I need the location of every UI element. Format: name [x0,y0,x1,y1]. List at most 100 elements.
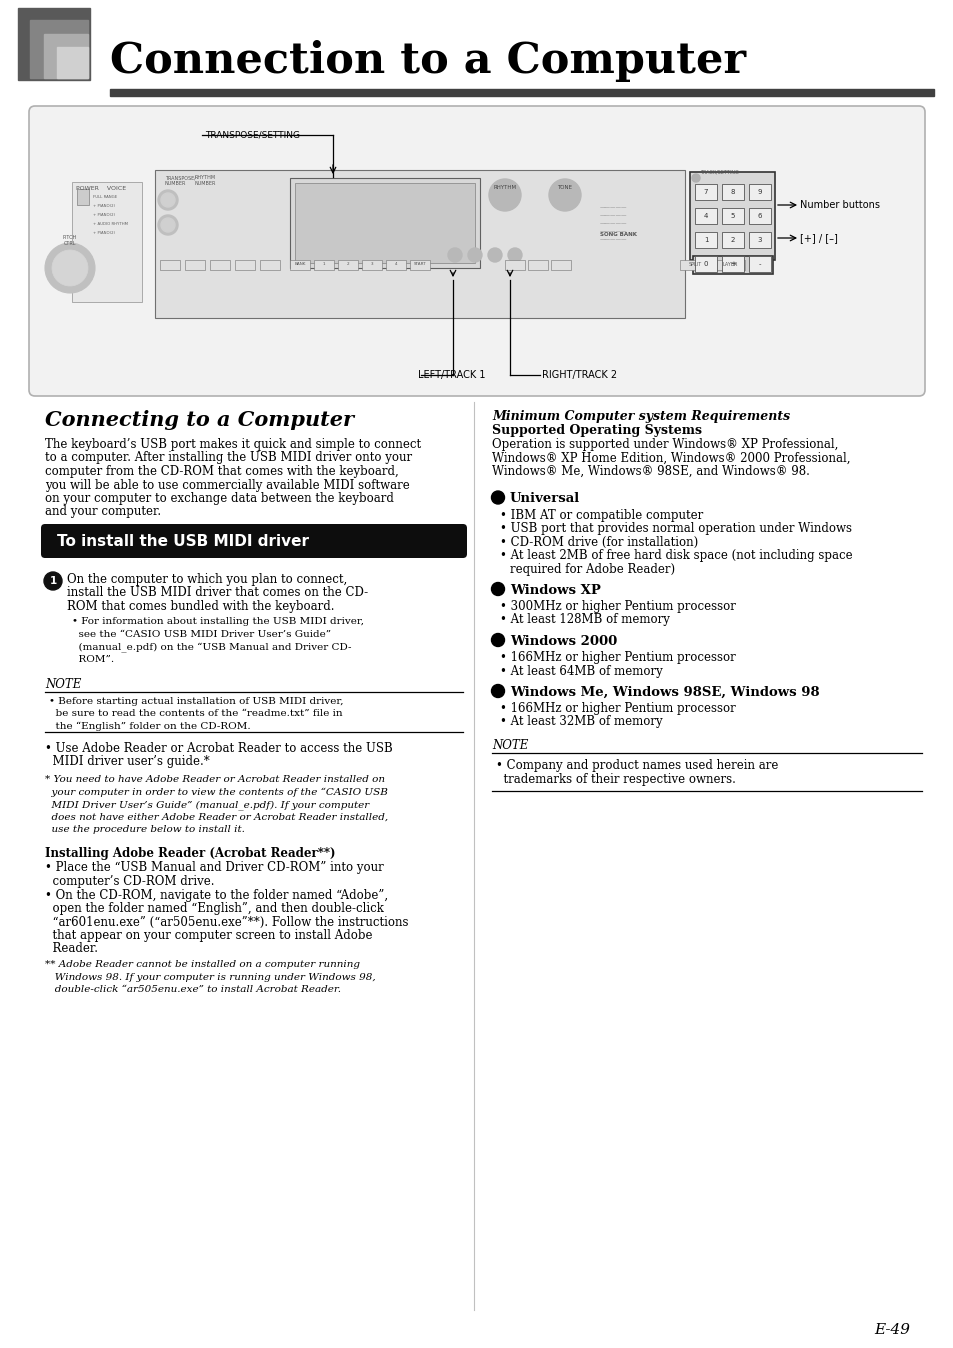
Text: that appear on your computer screen to install Adobe: that appear on your computer screen to i… [45,929,372,942]
Text: Reader.: Reader. [45,942,98,956]
Text: • Use Adobe Reader or Acrobat Reader to access the USB: • Use Adobe Reader or Acrobat Reader to … [45,741,393,755]
Text: • At least 128MB of memory: • At least 128MB of memory [499,613,669,627]
Text: [+] / [–]: [+] / [–] [800,233,837,243]
Circle shape [491,491,504,504]
Text: required for Adobe Reader): required for Adobe Reader) [510,562,675,576]
Text: • 166MHz or higher Pentium processor: • 166MHz or higher Pentium processor [499,702,735,714]
Text: The keyboard’s USB port makes it quick and simple to connect: The keyboard’s USB port makes it quick a… [45,438,420,452]
Text: 6: 6 [757,213,761,218]
Text: RHYTHM
NUMBER: RHYTHM NUMBER [194,175,216,186]
Bar [721,232,743,248]
Circle shape [507,248,521,262]
Text: 4: 4 [703,213,707,218]
Bar [695,208,717,224]
Text: 0: 0 [703,262,707,267]
Text: —————: ————— [599,221,627,226]
Text: FULL RANGE: FULL RANGE [92,195,117,200]
Bar [185,260,205,270]
Text: (manual_e.pdf) on the “USB Manual and Driver CD-: (manual_e.pdf) on the “USB Manual and Dr… [71,643,351,652]
Circle shape [691,174,700,182]
Text: • Before starting actual installation of USB MIDI driver,: • Before starting actual installation of… [49,697,343,705]
Text: 8: 8 [730,189,735,195]
Text: Windows XP: Windows XP [510,584,600,597]
Bar [386,260,406,270]
Text: —————: ————— [599,229,627,235]
Bar [410,260,430,270]
Text: • CD-ROM drive (for installation): • CD-ROM drive (for installation) [499,535,698,549]
Text: • 166MHz or higher Pentium processor: • 166MHz or higher Pentium processor [499,651,735,665]
Bar [748,208,770,224]
Bar [692,256,772,274]
Circle shape [448,248,461,262]
Text: —————: ————— [599,213,627,218]
Text: LAYER: LAYER [721,262,737,267]
Text: TRANSPOSE/
NUMBER: TRANSPOSE/ NUMBER [165,175,195,186]
Text: 9: 9 [757,189,761,195]
Text: + AUDIO RHYTHM: + AUDIO RHYTHM [92,222,128,226]
Text: + PIANO(2): + PIANO(2) [92,231,115,235]
Text: LEFT/TRACK 1: LEFT/TRACK 1 [417,369,485,380]
Bar [110,89,933,96]
Text: Windows® XP Home Edition, Windows® 2000 Professional,: Windows® XP Home Edition, Windows® 2000 … [492,452,850,465]
Circle shape [491,582,504,596]
Bar [679,260,709,270]
Text: • At least 2MB of free hard disk space (not including space: • At least 2MB of free hard disk space (… [499,549,852,562]
Text: 7: 7 [703,189,707,195]
Text: the “English” folder on the CD-ROM.: the “English” folder on the CD-ROM. [49,721,251,731]
Bar [71,182,142,302]
Bar [714,260,744,270]
Text: Minimum Computer system Requirements: Minimum Computer system Requirements [492,410,789,423]
Text: PITCH
CTRL: PITCH CTRL [63,235,77,245]
Bar [210,260,230,270]
Circle shape [489,179,520,212]
Text: Universal: Universal [510,492,579,506]
Text: computer’s CD-ROM drive.: computer’s CD-ROM drive. [45,875,214,888]
Text: your computer in order to view the contents of the “CASIO USB: your computer in order to view the conte… [45,787,388,797]
Bar [695,256,717,272]
Text: On the computer to which you plan to connect,: On the computer to which you plan to con… [67,573,347,586]
Text: E-49: E-49 [873,1322,909,1337]
Text: install the USB MIDI driver that comes on the CD-: install the USB MIDI driver that comes o… [67,586,368,600]
Text: double-click “ar505enu.exe” to install Acrobat Reader.: double-click “ar505enu.exe” to install A… [45,985,340,993]
FancyBboxPatch shape [41,524,467,558]
Bar [234,260,254,270]
Text: 5: 5 [730,213,735,218]
Bar [290,178,479,268]
Bar [748,232,770,248]
Text: START: START [414,262,426,266]
Bar [154,170,684,318]
Bar [44,34,88,78]
Text: TRACK/SETTING: TRACK/SETTING [700,170,738,175]
Bar [57,47,88,78]
Bar [748,256,770,272]
Bar [721,183,743,200]
Text: see the “CASIO USB MIDI Driver User’s Guide”: see the “CASIO USB MIDI Driver User’s Gu… [71,630,331,639]
Text: RIGHT/TRACK 2: RIGHT/TRACK 2 [541,369,617,380]
Text: • 300MHz or higher Pentium processor: • 300MHz or higher Pentium processor [499,600,735,613]
Text: and your computer.: and your computer. [45,506,161,519]
Text: NOTE: NOTE [45,678,81,690]
Bar [18,8,90,80]
Bar [551,260,571,270]
Bar [294,183,475,263]
Bar [721,208,743,224]
Text: + PIANO(2): + PIANO(2) [92,213,115,217]
Circle shape [161,218,174,232]
Text: 3: 3 [757,237,761,243]
Text: • USB port that provides normal operation under Windows: • USB port that provides normal operatio… [499,522,851,535]
Bar [695,183,717,200]
Text: • Place the “USB Manual and Driver CD-ROM” into your: • Place the “USB Manual and Driver CD-RO… [45,861,383,875]
Circle shape [491,685,504,697]
Text: POWER    VOICE: POWER VOICE [76,186,126,191]
Bar [689,173,774,260]
Text: on your computer to exchange data between the keyboard: on your computer to exchange data betwee… [45,492,394,506]
Text: 2: 2 [346,262,349,266]
Text: Windows Me, Windows 98SE, Windows 98: Windows Me, Windows 98SE, Windows 98 [510,686,819,700]
Text: Operation is supported under Windows® XP Professional,: Operation is supported under Windows® XP… [492,438,838,452]
Text: —————: ————— [599,237,627,243]
Text: “ar601enu.exe” (“ar505enu.exe”**). Follow the instructions: “ar601enu.exe” (“ar505enu.exe”**). Follo… [45,915,408,929]
Text: be sure to read the contents of the “readme.txt” file in: be sure to read the contents of the “rea… [49,709,342,718]
Bar [290,260,310,270]
Text: 1: 1 [703,237,707,243]
Text: 4: 4 [395,262,396,266]
